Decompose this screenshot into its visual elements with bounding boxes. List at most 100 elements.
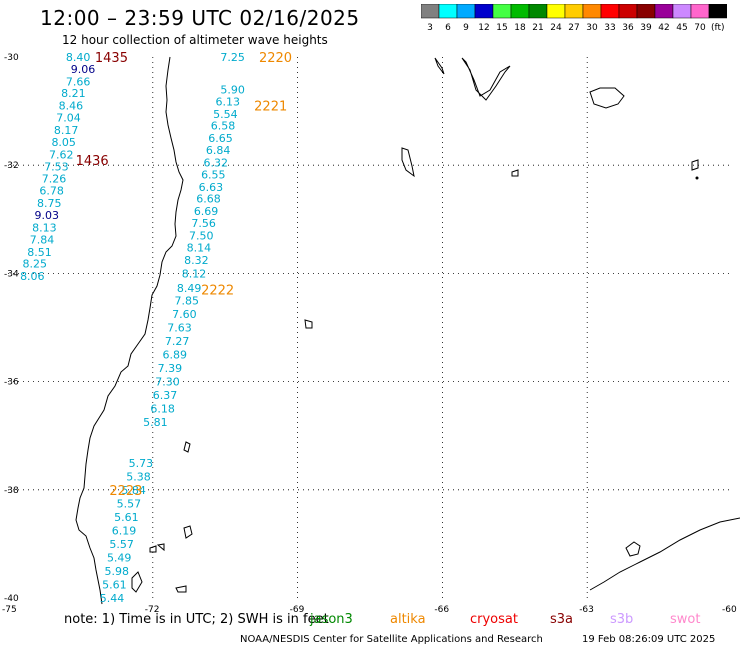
legend-label: 42 — [658, 23, 669, 33]
legend-label: 27 — [568, 23, 579, 33]
swh-label: 7.27 — [165, 335, 190, 348]
swh-label: 7.62 — [49, 148, 74, 161]
lake-fragment-8 — [304, 319, 313, 329]
lake-fragment-5 — [175, 585, 187, 593]
swh-label: 8.05 — [51, 136, 76, 149]
lat-tick-label: -36 — [4, 378, 19, 388]
swh-label: 5.57 — [109, 538, 134, 551]
map-subtitle: 12 hour collection of altimeter wave hei… — [62, 33, 328, 47]
swh-label: 6.37 — [153, 389, 178, 402]
swh-label: 8.17 — [54, 124, 79, 137]
swh-label: 9.03 — [35, 209, 60, 222]
axis-labels: -30 -32 -34 -36 -38 -40-75 -72 -69 -66 -63 -60 — [2, 53, 737, 615]
lon-tick-label: -60 — [722, 605, 737, 615]
chiloe-fragment — [131, 571, 143, 593]
legend-label: 36 — [622, 23, 634, 33]
swh-label: 6.63 — [199, 181, 224, 194]
swh-label: 8.25 — [22, 258, 47, 271]
pass-number-label: 2222 — [201, 284, 234, 299]
legend-label: 9 — [463, 23, 469, 33]
lake-fragment-7 — [511, 169, 519, 177]
pass-number-label: 2223 — [109, 484, 142, 499]
patagonia-coast — [589, 517, 740, 591]
swh-label: 5.44 — [100, 592, 125, 605]
swh-label: 7.30 — [155, 376, 180, 389]
swh-label: 8.06 — [20, 270, 45, 283]
swh-label: 7.50 — [189, 230, 214, 243]
swh-label: 8.14 — [187, 241, 212, 254]
lake-fragment-6 — [401, 147, 415, 178]
lat-tick-label: -32 — [4, 161, 19, 171]
swh-label: 6.19 — [112, 524, 137, 537]
satellite-name: s3b — [610, 612, 634, 627]
legend-label: 21 — [532, 23, 543, 33]
swh-label: 7.84 — [30, 233, 55, 246]
swh-label: 5.54 — [213, 108, 238, 121]
swh-label: 7.60 — [172, 308, 197, 321]
swh-label: 6.55 — [201, 168, 226, 181]
swh-label: 5.73 — [129, 457, 154, 470]
satellite-name: jason3 — [310, 612, 353, 627]
satellite-name: s3a — [550, 612, 574, 627]
satellite-name: altika — [390, 612, 426, 627]
legend-label: 30 — [586, 23, 598, 33]
lake-fragment-3 — [183, 525, 193, 539]
mar-chiquita-lake — [589, 87, 625, 109]
legend-label: 18 — [514, 23, 526, 33]
swh-label: 8.12 — [182, 267, 207, 280]
satellite-name: swot — [670, 612, 701, 627]
legend-label: 45 — [676, 23, 687, 33]
lake-fragment-4 — [183, 441, 191, 453]
pass-number-label: 2221 — [254, 100, 287, 115]
swh-label: 8.49 — [177, 282, 202, 295]
legend-label: 39 — [640, 23, 652, 33]
swh-label: 8.46 — [59, 100, 84, 113]
swh-label: 8.13 — [32, 221, 57, 234]
lat-tick-label: -34 — [4, 269, 19, 279]
swh-label: 8.75 — [37, 197, 62, 210]
swh-label: 7.63 — [167, 322, 192, 335]
map-title: 12:00 – 23:59 UTC 02/16/2025 — [40, 6, 360, 30]
legend-label: 24 — [550, 23, 562, 33]
pass-labels: 1435 2220 2221 1436 2222 2223 — [76, 51, 293, 499]
lat-tick-label: -38 — [4, 486, 19, 496]
lon-tick-label: -63 — [579, 605, 594, 615]
swh-label: 8.40 — [66, 51, 91, 64]
lon-tick-label: -66 — [434, 605, 449, 615]
legend-label: 70 — [694, 23, 706, 33]
swh-track-east: 7.25 5.906.135.546.586.656.846.326.556.63… — [100, 51, 245, 605]
lake-fragment-9 — [691, 159, 699, 171]
lake-dot — [695, 176, 699, 180]
rio-de-la-plata-coast — [461, 57, 511, 101]
satellite-name: cryosat — [470, 612, 518, 627]
legend-label: 15 — [496, 23, 507, 33]
pass-number-label: 2220 — [259, 51, 292, 66]
swh-label: 7.26 — [42, 173, 67, 186]
swh-label: 5.38 — [126, 470, 150, 483]
swh-track-west: 8.409.067.668.218.467.048.178.057.627.53… — [20, 51, 95, 283]
swh-label: 6.69 — [194, 205, 219, 218]
samborombon-fragment — [434, 57, 445, 75]
swh-label: 5.84 — [121, 484, 146, 497]
swh-label: 5.61 — [114, 511, 139, 524]
swh-label: 5.98 — [105, 565, 129, 578]
swh-label: 7.56 — [191, 217, 216, 230]
swh-label: 8.32 — [184, 254, 209, 267]
swh-label: 6.58 — [211, 120, 236, 133]
swh-label: 7.66 — [66, 75, 91, 88]
lat-lon-grid — [8, 57, 732, 598]
swh-label: 7.39 — [158, 362, 183, 375]
swh-label: 7.04 — [56, 112, 80, 125]
lon-tick-label: -75 — [2, 605, 17, 615]
coastline — [75, 56, 740, 605]
credit-line: NOAA/NESDIS Center for Satellite Applica… — [240, 634, 543, 645]
legend-label: 33 — [604, 23, 615, 33]
swh-label: 9.06 — [71, 63, 96, 76]
legend-unit: (ft) — [711, 23, 725, 33]
swh-label: 5.61 — [102, 578, 127, 591]
lat-tick-label: -40 — [4, 594, 19, 604]
legend-label: 6 — [445, 23, 451, 33]
swh-label: 6.68 — [196, 193, 221, 206]
lake-fragment-1 — [149, 545, 157, 553]
